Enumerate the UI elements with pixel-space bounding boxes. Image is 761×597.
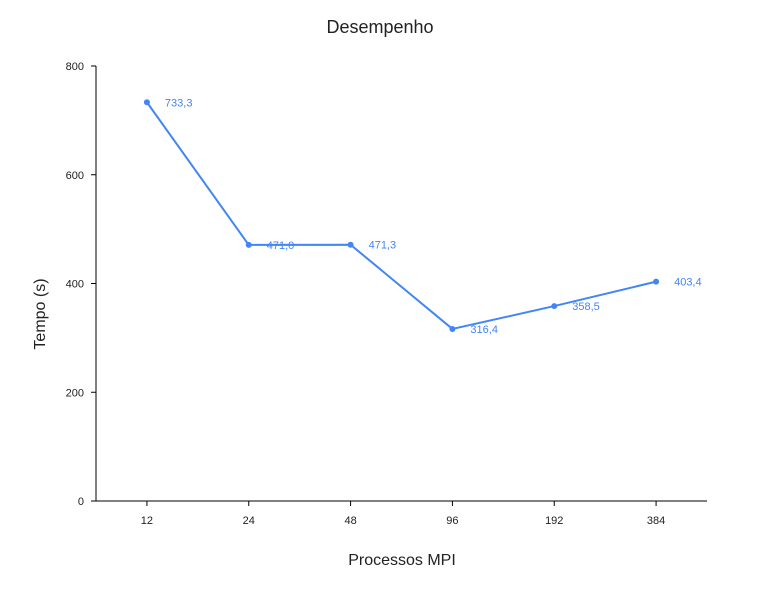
data-label: 316,4: [470, 324, 498, 336]
x-tick-label: 48: [344, 515, 356, 527]
chart-title: Desempenho: [326, 17, 433, 37]
y-tick-label: 400: [66, 279, 84, 291]
data-point: [347, 241, 354, 248]
y-axis-title: Tempo (s): [32, 278, 49, 349]
data-point: [245, 241, 252, 248]
series-layer: [143, 99, 660, 332]
x-tick-label: 12: [141, 515, 153, 527]
x-axis-title: Processos MPI: [348, 552, 456, 569]
x-tick-label: 24: [243, 515, 255, 527]
data-point: [653, 278, 660, 285]
data-label: 471,0: [267, 240, 295, 252]
y-tick-label: 200: [66, 387, 84, 399]
data-label: 403,4: [674, 277, 702, 289]
data-point: [551, 303, 558, 310]
data-label: 358,5: [572, 301, 600, 313]
data-point: [143, 99, 150, 106]
x-tick-label: 384: [647, 515, 665, 527]
series-line: [146, 101, 657, 330]
y-tick-label: 600: [66, 170, 84, 182]
data-label: 471,3: [369, 240, 397, 252]
data-point: [449, 325, 456, 332]
y-tick-label: 0: [78, 496, 84, 508]
y-tick-label: 800: [66, 61, 84, 73]
axes: 0 200 400 600 800 12 24 48 96 192 384: [66, 61, 707, 527]
data-label: 733,3: [165, 97, 193, 109]
data-labels-layer: 733,3 471,0 471,3 316,4 358,5 403,4: [165, 97, 702, 336]
x-tick-label: 192: [545, 515, 563, 527]
x-tick-label: 96: [446, 515, 458, 527]
